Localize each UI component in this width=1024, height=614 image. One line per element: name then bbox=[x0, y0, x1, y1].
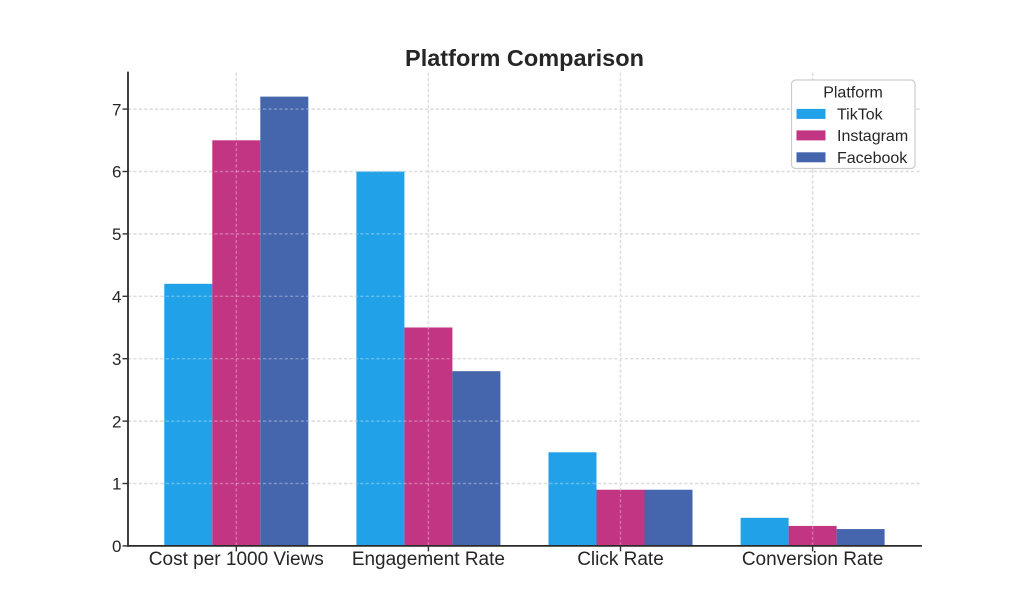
svg-text:Engagement Rate: Engagement Rate bbox=[352, 549, 505, 570]
svg-text:2: 2 bbox=[112, 412, 121, 431]
svg-text:7: 7 bbox=[112, 100, 121, 119]
svg-text:Facebook: Facebook bbox=[837, 150, 908, 167]
svg-text:3: 3 bbox=[112, 350, 121, 369]
svg-text:Conversion Rate: Conversion Rate bbox=[742, 549, 884, 570]
svg-text:Platform Comparison: Platform Comparison bbox=[405, 45, 644, 71]
svg-text:5: 5 bbox=[112, 225, 121, 244]
svg-text:6: 6 bbox=[112, 163, 121, 182]
svg-text:4: 4 bbox=[112, 288, 121, 307]
svg-text:TikTok: TikTok bbox=[837, 107, 884, 124]
svg-text:Cost per 1000 Views: Cost per 1000 Views bbox=[149, 549, 324, 570]
svg-text:Click Rate: Click Rate bbox=[577, 549, 664, 570]
svg-text:Instagram: Instagram bbox=[837, 128, 908, 145]
svg-text:0: 0 bbox=[112, 537, 121, 556]
svg-text:1: 1 bbox=[112, 475, 121, 494]
svg-text:Platform: Platform bbox=[823, 84, 883, 101]
